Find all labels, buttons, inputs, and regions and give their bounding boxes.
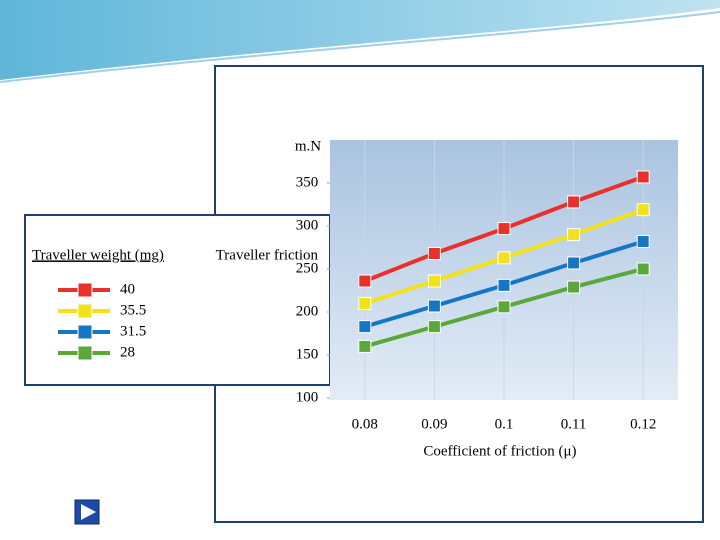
marker — [427, 320, 441, 334]
legend-title: Traveller weight (mg) — [32, 247, 164, 263]
marker — [567, 256, 581, 270]
legend-marker — [77, 345, 93, 361]
y-tick-label: 200 — [296, 303, 319, 319]
marker — [497, 222, 511, 236]
y-tick-label: 250 — [296, 260, 319, 276]
legend-marker — [77, 282, 93, 298]
y-tick-label: 300 — [296, 217, 319, 233]
marker — [636, 234, 650, 248]
legend-label: 35.5 — [120, 302, 146, 318]
unit-label: m.N — [295, 138, 321, 154]
y-tick-label: 350 — [296, 174, 319, 190]
marker — [636, 170, 650, 184]
legend-marker — [77, 324, 93, 340]
marker — [636, 262, 650, 276]
y-axis-label: Traveller friction — [216, 247, 319, 263]
marker — [636, 203, 650, 217]
x-tick-label: 0.1 — [495, 416, 514, 432]
marker — [497, 278, 511, 292]
y-tick-label: 150 — [296, 346, 319, 362]
header-swoosh — [0, 0, 720, 80]
marker — [567, 228, 581, 242]
marker — [358, 339, 372, 353]
marker — [358, 320, 372, 334]
play-button[interactable] — [74, 499, 100, 525]
y-tick-label: 100 — [296, 389, 319, 405]
marker — [358, 274, 372, 288]
x-tick-label: 0.09 — [421, 416, 447, 432]
legend-box — [24, 214, 331, 386]
marker — [567, 195, 581, 209]
legend-label: 28 — [120, 344, 135, 360]
x-tick-label: 0.12 — [630, 416, 656, 432]
x-tick-label: 0.08 — [352, 416, 378, 432]
x-tick-label: 0.11 — [561, 416, 587, 432]
x-axis-label: Coefficient of friction (μ) — [423, 443, 576, 459]
legend-label: 40 — [120, 281, 135, 297]
marker — [427, 274, 441, 288]
marker — [427, 299, 441, 313]
header-line — [0, 11, 720, 83]
legend-marker — [77, 303, 93, 319]
legend-label: 31.5 — [120, 323, 146, 339]
marker — [497, 251, 511, 265]
marker — [497, 300, 511, 314]
marker — [358, 296, 372, 310]
marker — [427, 247, 441, 261]
marker — [567, 280, 581, 294]
